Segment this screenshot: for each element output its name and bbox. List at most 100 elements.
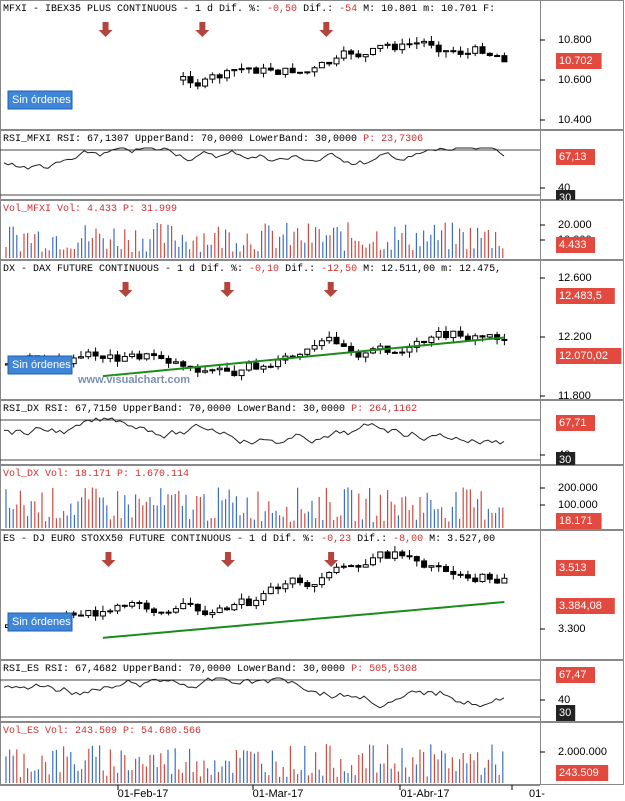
panel-header-bg: [1, 201, 539, 213]
header-segment: MFXI - IBEX35 PLUS CONTINUOUS - 1 d Dif.…: [3, 3, 267, 15]
panel-header: MFXI - IBEX35 PLUS CONTINUOUS - 1 d Dif.…: [3, 3, 495, 15]
candle-body: [326, 61, 333, 65]
date-label: 01-: [529, 788, 545, 800]
moving-average: [102, 336, 505, 378]
candle-body: [231, 370, 238, 377]
candle-body: [202, 610, 209, 616]
candle-body: [384, 43, 391, 46]
candle-body: [231, 604, 238, 611]
candle-body: [370, 557, 376, 566]
price-tag-text: 30: [559, 454, 571, 466]
candle-body: [99, 355, 106, 359]
candle-body: [202, 78, 209, 87]
candle-body: [362, 564, 369, 568]
candle-body: [348, 50, 355, 55]
candle-body: [406, 43, 413, 46]
candle-body: [457, 330, 464, 337]
signal-arrow: [195, 22, 210, 37]
header-segment: Dif.:: [297, 3, 339, 15]
candle-body: [253, 362, 260, 370]
candle-body: [486, 52, 493, 57]
candle-body: [260, 365, 267, 370]
candle-body: [158, 354, 165, 359]
candle-body: [267, 586, 274, 595]
candle-body: [464, 52, 471, 55]
signal-arrow: [118, 282, 133, 297]
price-tag: [556, 149, 595, 165]
header-segment: M: 12.511,00 m: 12.475,: [357, 264, 501, 275]
candle-body: [406, 555, 413, 558]
candle-body: [129, 353, 136, 358]
candle-body: [501, 577, 508, 584]
candle-body: [399, 43, 406, 51]
candle-body: [253, 599, 260, 607]
axis-label: 20.000: [558, 219, 592, 231]
candle-body: [362, 54, 369, 58]
price-tag: [556, 415, 595, 431]
candle-body: [209, 612, 216, 616]
candle-body: [297, 71, 303, 74]
axis-label: 2.000.000: [558, 746, 607, 758]
candle-body: [435, 565, 442, 568]
candle-body: [107, 354, 114, 359]
candle-body: [187, 76, 194, 84]
panel-header: RSI_ES RSI: 67,4682 UpperBand: 70,0000 L…: [3, 663, 417, 675]
candle-body: [443, 565, 449, 572]
axis-label: 12.600: [558, 272, 592, 284]
candle-body: [85, 351, 92, 358]
candle-body: [224, 367, 230, 372]
candle-body: [421, 560, 428, 568]
candle-body: [428, 40, 435, 46]
watermark: www.visualchart.com: [77, 374, 190, 386]
header-segment: -54: [339, 4, 357, 15]
header-segment: -8,00: [393, 534, 423, 545]
signal-arrow: [324, 552, 339, 567]
candle-body: [107, 610, 114, 613]
price-tag-text: 67,71: [559, 417, 587, 429]
candle-body: [450, 50, 457, 53]
header-segment: Vol_MFXI Vol: 4.433: [3, 203, 123, 215]
candle-body: [486, 334, 493, 338]
candle-body: [78, 614, 84, 617]
candle-body: [289, 67, 296, 74]
moving-average: [102, 601, 505, 639]
axis-label: 10.800: [558, 34, 592, 46]
candle-body: [486, 573, 493, 580]
signal-arrow: [220, 552, 235, 567]
candle-body: [457, 573, 464, 576]
candle-body: [260, 593, 267, 601]
rsi-line: [3, 147, 505, 170]
rsi-line: [3, 677, 505, 709]
candle-body: [450, 330, 457, 339]
candle-body: [304, 71, 311, 74]
price-tag: [556, 765, 609, 781]
header-segment: Dif.:: [351, 533, 393, 545]
candle-body: [282, 67, 289, 75]
axis-label: 100.000: [558, 499, 598, 511]
candle-body: [267, 365, 274, 368]
header-segment: Dif.:: [279, 263, 321, 275]
axis-label: 11.800: [558, 390, 591, 402]
candle-body: [99, 611, 106, 617]
header-segment: P: 264,1162: [351, 404, 417, 415]
candle-body: [399, 351, 406, 354]
candle-body: [129, 601, 136, 607]
candle-body: [194, 603, 201, 612]
candle-body: [304, 348, 311, 355]
candle-body: [202, 370, 209, 373]
axis-label: 3.300: [558, 623, 586, 635]
candle-body: [318, 340, 325, 347]
candle-body: [406, 346, 413, 353]
candle-body: [428, 336, 435, 344]
signal-arrow: [319, 22, 334, 37]
candle-body: [238, 598, 245, 606]
candle-body: [245, 362, 252, 371]
candle-body: [143, 602, 150, 610]
panel-header: RSI_MFXI RSI: 67,1307 UpperBand: 70,0000…: [3, 133, 423, 145]
candle-body: [267, 67, 274, 71]
header-segment: M: 3.527,00: [423, 534, 495, 545]
candle-body: [348, 565, 355, 568]
price-tag-text: 12.070,02: [559, 350, 608, 362]
orders-badge: [7, 612, 73, 632]
orders-badge: [7, 90, 73, 110]
